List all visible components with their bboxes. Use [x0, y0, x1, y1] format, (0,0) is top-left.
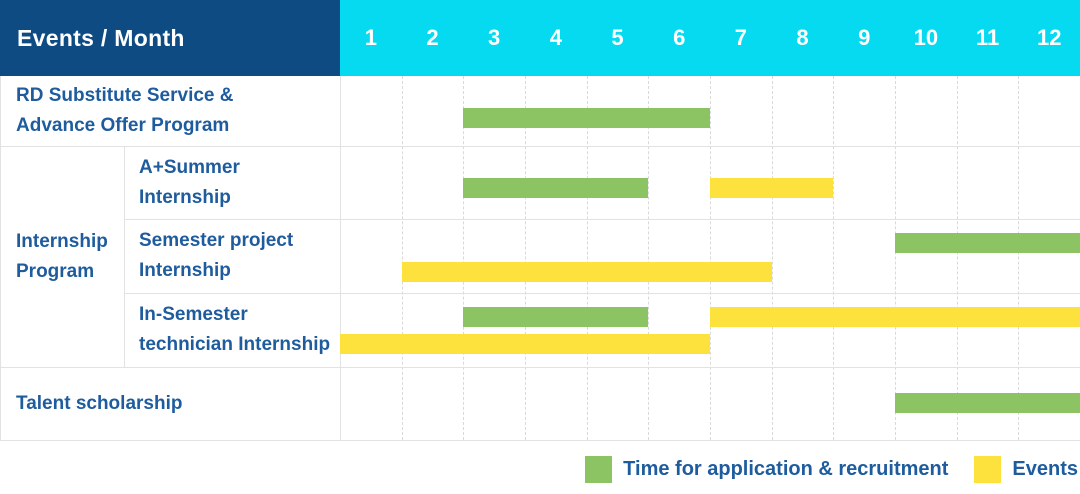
grid-vline [957, 76, 958, 440]
month-header-11: 11 [975, 25, 1000, 50]
gantt-bar-events-row3 [402, 262, 772, 282]
row-label-talent-scholarship: Talent scholarship [0, 367, 340, 440]
grid-hline [124, 219, 1080, 220]
legend-swatch-events [974, 455, 1002, 483]
grid-vline [402, 76, 403, 440]
month-header-10: 10 [913, 25, 939, 50]
grid-vline [525, 76, 526, 440]
legend: Time for application & recruitment Events [0, 452, 1078, 486]
legend-swatch-application [585, 455, 613, 483]
grid-vline [587, 76, 588, 440]
month-header-5: 5 [611, 25, 624, 50]
events-month-header-cell: Events / Month [0, 0, 340, 76]
row-label-line: Internship [139, 260, 231, 281]
row-label-line: Internship [139, 186, 231, 208]
month-header-9: 9 [858, 25, 871, 50]
row-label-line: RD Substitute Service & [16, 85, 234, 106]
row-label-line: Internship [16, 230, 108, 252]
month-header-4: 4 [549, 25, 562, 50]
legend-label-events: Events [1012, 457, 1078, 480]
gantt-bar-events-row4 [340, 334, 710, 354]
grid-hline [0, 367, 1080, 368]
gantt-bar-application-row1 [463, 108, 710, 128]
grid-vline [1018, 76, 1019, 440]
legend-item-events: Events [974, 455, 1078, 483]
month-header-2: 2 [426, 25, 439, 50]
row-label-line: A+Summer [139, 156, 240, 178]
grid-vline [463, 76, 464, 440]
month-header-6: 6 [673, 25, 686, 50]
row-label-line: In-Semester [139, 304, 248, 325]
month-header-1: 1 [364, 25, 377, 50]
month-header-7: 7 [734, 25, 747, 50]
gantt-bar-application-row4 [463, 307, 648, 327]
grid-vline [340, 76, 341, 440]
grid-hline [0, 146, 1080, 147]
gantt-bar-application-row2 [463, 178, 648, 198]
grid-vline [0, 76, 1, 440]
month-header-8: 8 [796, 25, 809, 50]
gantt-bar-application-row5 [895, 393, 1080, 413]
gantt-bar-events-row2 [710, 178, 833, 198]
events-month-header-label: Events / Month [17, 24, 185, 51]
grid-vline [124, 146, 125, 367]
month-header-row: 1 2 3 4 5 6 7 8 9 10 11 12 [340, 0, 1080, 76]
legend-label-application: Time for application & recruitment [623, 457, 949, 480]
grid-vline [895, 76, 896, 440]
row-label-semester-project: Semester project Internship [124, 219, 340, 293]
gantt-bar-events-row4 [710, 307, 1080, 327]
row-label-line: technician Internship [139, 334, 331, 355]
row-label-line: Semester project [139, 230, 294, 251]
grid-vline [833, 76, 834, 440]
legend-item-application: Time for application & recruitment [585, 455, 949, 483]
row-label-a-plus-summer: A+Summer Internship [124, 146, 340, 219]
grid-hline [124, 293, 1080, 294]
row-label-in-semester-technician: In-Semester technician Internship [124, 293, 340, 367]
gantt-bar-application-row3 [895, 233, 1080, 253]
row-label-line: Advance Offer Program [16, 115, 230, 136]
row-label-line: Program [16, 260, 95, 282]
month-header-3: 3 [488, 25, 501, 50]
group-label-internship-program: Internship Program [0, 146, 124, 367]
grid-vline [648, 76, 649, 440]
row-label-rd-substitute: RD Substitute Service & Advance Offer Pro… [0, 76, 340, 146]
grid-vline [710, 76, 711, 440]
grid-hline [0, 440, 1080, 441]
month-header-12: 12 [1036, 25, 1062, 50]
row-label-line: Talent scholarship [16, 392, 183, 414]
grid-vline [772, 76, 773, 440]
